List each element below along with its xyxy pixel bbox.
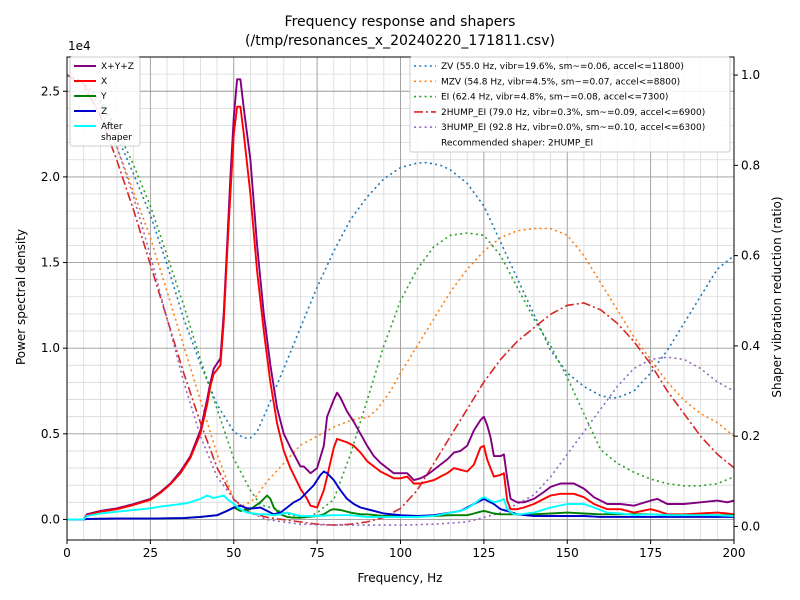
legend-right-label-1: MZV (54.8 Hz, vibr=4.5%, sm~=0.07, accel…	[441, 77, 680, 87]
y-tick-label: 1.0	[41, 341, 60, 355]
legend-right-label-2: EI (62.4 Hz, vibr=4.8%, sm~=0.08, accel<…	[441, 93, 668, 103]
psd-line-1	[67, 105, 734, 521]
y-tick-label: 2.0	[41, 170, 60, 184]
y-tick-label: 0.5	[41, 427, 60, 441]
y-right-tick-label: 0.2	[741, 429, 760, 443]
legend-label-0: X+Y+Z	[101, 62, 134, 72]
y-axis-label: Power spectral density	[14, 229, 28, 365]
y-axis-multiplier: 1e4	[68, 39, 91, 53]
x-tick-label: 50	[226, 546, 241, 560]
legend-right-label-4: 3HUMP_EI (92.8 Hz, vibr=0.0%, sm~=0.10, …	[441, 123, 705, 133]
shaper-line-0	[67, 74, 734, 439]
x-tick-label: 125	[472, 546, 495, 560]
y-tick-label: 0.0	[41, 512, 60, 526]
x-tick-label: 100	[389, 546, 412, 560]
shaper-line-2	[67, 74, 734, 519]
x-tick-label: 25	[143, 546, 158, 560]
shaper-line-3	[67, 74, 734, 526]
recommended-shaper-text: Recommended shaper: 2HUMP_EI	[441, 139, 593, 149]
shaper-line-4	[67, 74, 734, 526]
series-layer	[67, 74, 734, 526]
x-tick-label: 0	[63, 546, 71, 560]
legend-label-4: After	[101, 122, 123, 132]
chart-title: Frequency response and shapers	[285, 14, 516, 30]
legend-label-4: shaper	[101, 133, 132, 143]
y-right-tick-label: 0.4	[741, 339, 760, 353]
x-tick-label: 200	[723, 546, 746, 560]
y-right-tick-label: 1.0	[741, 68, 760, 82]
y-axis-right-label: Shaper vibration reduction (ratio)	[770, 196, 784, 397]
legend-right-box	[409, 56, 731, 153]
legend-label-2: Y	[100, 92, 107, 102]
legend-right: ZV (55.0 Hz, vibr=19.6%, sm~=0.06, accel…	[409, 56, 731, 153]
x-tick-label: 150	[556, 546, 579, 560]
y-right-tick-label: 0.6	[741, 249, 760, 263]
legend-right-label-3: 2HUMP_EI (79.0 Hz, vibr=0.3%, sm~=0.09, …	[441, 108, 705, 118]
psd-line-0	[67, 78, 734, 521]
axes: 0 25 50 75 100 125 150 175 200 0.0 0.5 1.0 1.5 2.0 2.5…	[41, 56, 760, 560]
x-axis-label: Frequency, Hz	[358, 571, 443, 585]
x-tick-label: 75	[309, 546, 324, 560]
y-right-tick-label: 0.8	[741, 158, 760, 172]
legend-left-box	[69, 56, 141, 147]
y-tick-label: 2.5	[41, 84, 60, 98]
y-tick-label: 1.5	[41, 256, 60, 270]
psd-line-4	[67, 494, 734, 521]
x-tick-label: 175	[639, 546, 662, 560]
legend-right-label-0: ZV (55.0 Hz, vibr=19.6%, sm~=0.06, accel…	[441, 62, 684, 72]
legend-label-3: Z	[101, 107, 107, 117]
legend-label-1: X	[101, 77, 107, 87]
y-right-tick-label: 0.0	[741, 519, 760, 533]
chart-subtitle: (/tmp/resonances_x_20240220_171811.csv)	[245, 33, 555, 49]
